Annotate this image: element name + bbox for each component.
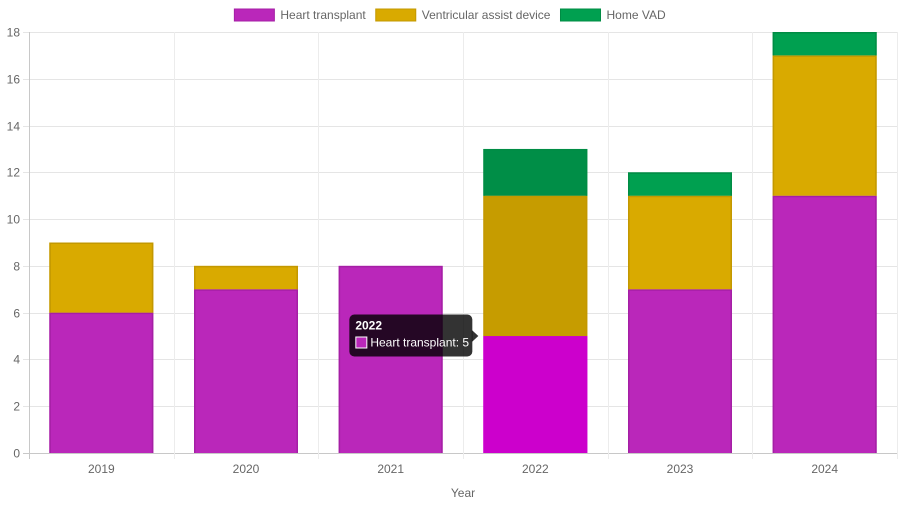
bar-segment-border bbox=[49, 312, 154, 453]
bar-segment[interactable] bbox=[194, 289, 298, 453]
x-axis-title: Year bbox=[451, 486, 475, 500]
bar-segment[interactable] bbox=[483, 148, 588, 196]
tooltip-swatch bbox=[356, 337, 367, 348]
bar-segment-border bbox=[194, 289, 298, 453]
y-tick-label: 0 bbox=[13, 447, 20, 461]
x-tick-label: 2023 bbox=[667, 462, 694, 476]
bar-segment-border bbox=[49, 242, 154, 313]
bar-segment[interactable] bbox=[338, 265, 443, 453]
axes: 0 2 4 6 8 10 12 14 16 18 2019 2020 2021 2022 2023 2024 bbox=[7, 26, 839, 477]
y-tick-label: 18 bbox=[7, 26, 21, 40]
bar-segment-border bbox=[772, 195, 877, 453]
y-tick-label: 2 bbox=[13, 400, 20, 414]
tooltip-title: 2022 bbox=[355, 319, 382, 333]
y-tick-label: 8 bbox=[13, 260, 20, 274]
y-tick-label: 14 bbox=[7, 120, 21, 134]
bar-segment[interactable] bbox=[628, 289, 732, 453]
bar-segment[interactable] bbox=[483, 336, 588, 453]
y-tick-label: 10 bbox=[7, 213, 21, 227]
tooltip: 2022 Heart transplant: 5 bbox=[349, 314, 479, 357]
bar-segment-border bbox=[483, 148, 588, 196]
bar-segment[interactable] bbox=[49, 242, 154, 313]
bar-segment[interactable] bbox=[772, 32, 877, 56]
bar-segment[interactable] bbox=[194, 265, 298, 290]
bar-segment-border bbox=[338, 265, 443, 453]
legend-label[interactable]: Home VAD bbox=[606, 8, 665, 22]
legend: Heart transplant Ventricular assist devic… bbox=[233, 8, 666, 22]
x-tick-label: 2021 bbox=[377, 462, 404, 476]
bar-segment[interactable] bbox=[49, 312, 154, 453]
bar-segment-border bbox=[772, 32, 877, 56]
bar-segment-border bbox=[483, 336, 588, 453]
tooltip-label: Heart transplant: 5 bbox=[370, 336, 469, 350]
legend-label[interactable]: Ventricular assist device bbox=[422, 8, 551, 22]
x-tick-label: 2022 bbox=[522, 462, 549, 476]
bar-segment-border bbox=[628, 195, 732, 290]
x-tick-label: 2019 bbox=[88, 462, 115, 476]
legend-swatch[interactable] bbox=[559, 8, 601, 22]
x-tick-label: 2020 bbox=[233, 462, 260, 476]
bar-segment-border bbox=[628, 172, 732, 196]
bar-segment-border bbox=[194, 265, 298, 290]
bar-segment[interactable] bbox=[772, 55, 877, 196]
tooltip-box bbox=[349, 314, 473, 357]
y-tick-label: 6 bbox=[13, 307, 20, 321]
bar-segment[interactable] bbox=[628, 172, 732, 196]
legend-swatch[interactable] bbox=[233, 8, 275, 22]
y-tick-label: 12 bbox=[7, 166, 21, 180]
x-tick-label: 2024 bbox=[811, 462, 838, 476]
bars bbox=[49, 32, 877, 453]
grid-lines bbox=[23, 32, 898, 459]
bar-segment[interactable] bbox=[628, 195, 732, 290]
legend-swatch[interactable] bbox=[375, 8, 417, 22]
bar-segment-border bbox=[628, 289, 732, 453]
y-tick-label: 16 bbox=[7, 73, 21, 87]
tooltip-caret bbox=[471, 330, 479, 342]
bar-segment-border bbox=[772, 55, 877, 196]
y-tick-label: 4 bbox=[13, 353, 20, 367]
bar-segment[interactable] bbox=[772, 195, 877, 453]
bar-segment[interactable] bbox=[483, 195, 588, 337]
bar-segment-border bbox=[483, 195, 588, 337]
legend-label[interactable]: Heart transplant bbox=[280, 8, 366, 22]
